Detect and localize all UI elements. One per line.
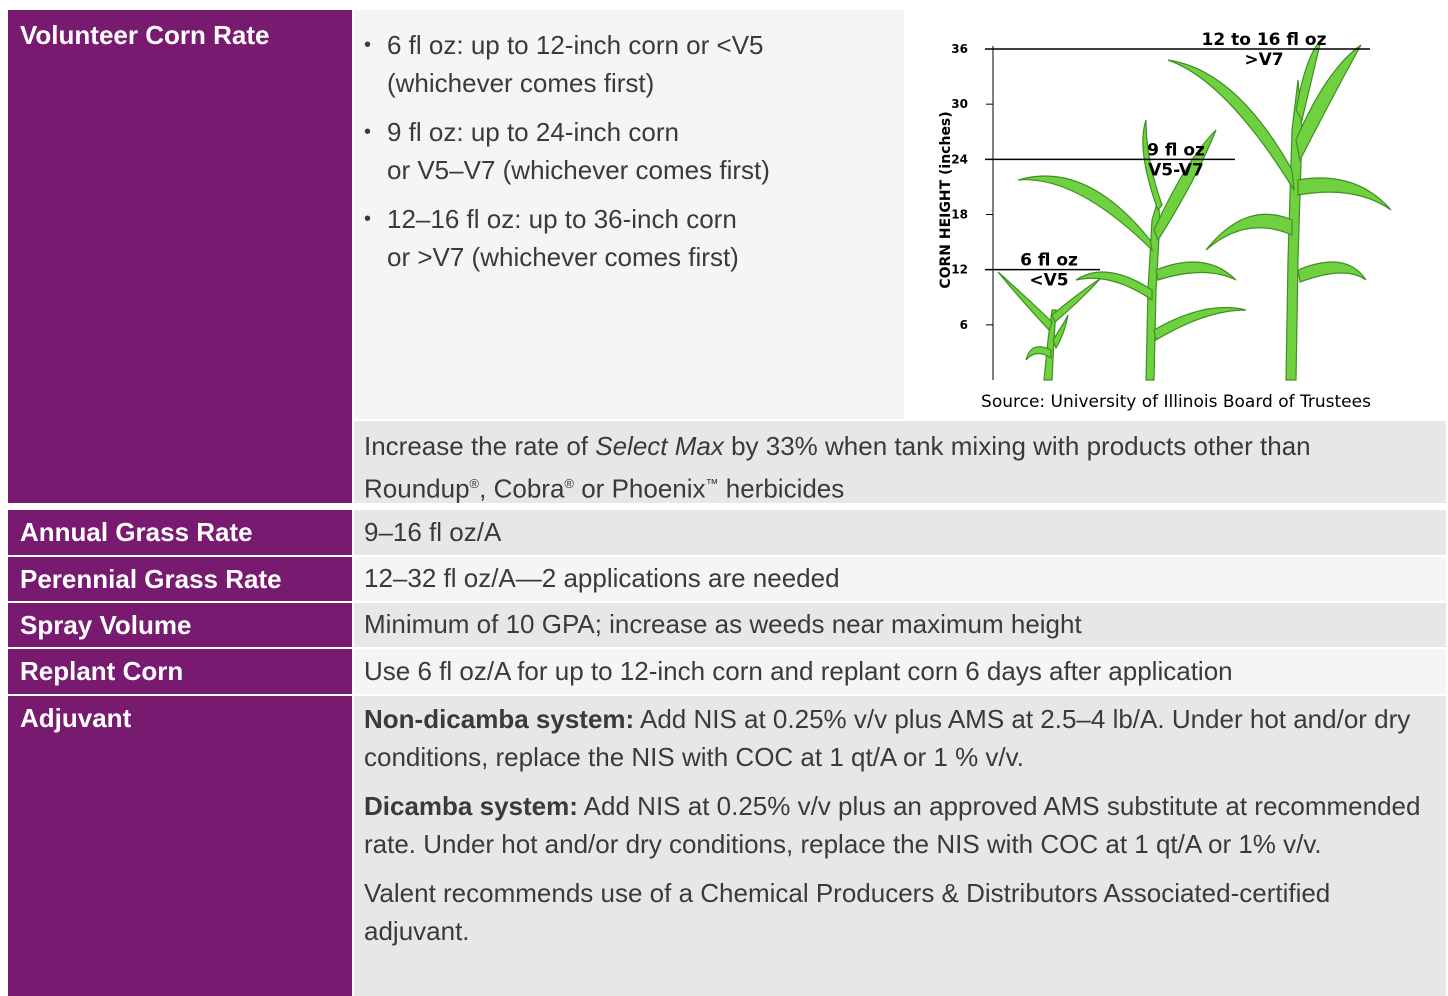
paragraph-lead: Dicamba system:	[364, 791, 578, 821]
paragraph: Non-dicamba system: Add NIS at 0.25% v/v…	[364, 700, 1426, 776]
note-text: or Phoenix	[574, 474, 706, 504]
annotation-label: 12 to 16 fl oz	[1202, 30, 1327, 50]
annotation-label: 6 fl oz	[1020, 251, 1078, 271]
bullet-line: or V5–V7 (whichever comes first)	[387, 151, 894, 189]
row-label: Volunteer Corn Rate	[8, 10, 352, 503]
page: Volunteer Corn Rate 6 fl oz: up to 12-in…	[0, 0, 1448, 988]
bullet-line: or >V7 (whichever comes first)	[387, 238, 894, 276]
trademark: ®	[564, 476, 574, 491]
row-value: Use 6 fl oz/A for up to 12-inch corn and…	[354, 649, 1446, 694]
row-value: 12–32 fl oz/A—2 applications are needed	[354, 557, 1446, 601]
paragraph: Valent recommends use of a Chemical Prod…	[364, 874, 1426, 950]
corn-illustration	[998, 40, 1391, 380]
paragraph-lead: Non-dicamba system:	[364, 704, 634, 734]
row-label: Perennial Grass Rate	[8, 557, 352, 601]
figure-source: Source: University of Illinois Board of …	[981, 392, 1371, 412]
note-text: Increase the rate of	[364, 431, 595, 461]
y-tick-label: 6	[960, 318, 968, 332]
bullet-cell: 6 fl oz: up to 12-inch corn or <V5(which…	[354, 10, 904, 419]
y-tick-label: 12	[951, 263, 968, 277]
bullet-line: (whichever comes first)	[387, 64, 894, 102]
paragraph: Dicamba system: Add NIS at 0.25% v/v plu…	[364, 787, 1426, 863]
paragraph-text: Valent recommends use of a Chemical Prod…	[364, 878, 1330, 946]
trademark: ™	[706, 476, 719, 491]
trademark: ®	[470, 476, 480, 491]
bullet: 6 fl oz: up to 12-inch corn or <V5(which…	[364, 26, 894, 102]
row-label: Replant Corn	[8, 649, 352, 694]
row-value: Non-dicamba system: Add NIS at 0.25% v/v…	[354, 696, 1446, 996]
note-cell: Increase the rate of Select Max by 33% w…	[354, 421, 1446, 503]
y-tick-label: 18	[951, 208, 968, 222]
row-value: 9–16 fl oz/A	[354, 510, 1446, 555]
product-name: Select Max	[595, 431, 724, 461]
row-label: Annual Grass Rate	[8, 510, 352, 555]
row-value: Minimum of 10 GPA; increase as weeds nea…	[354, 603, 1446, 647]
y-tick-label: 36	[951, 42, 968, 56]
bullet-line: 12–16 fl oz: up to 36-inch corn	[387, 200, 894, 238]
bullet-line: 6 fl oz: up to 12-inch corn or <V5	[387, 26, 894, 64]
annotation-label: 9 fl oz	[1147, 140, 1205, 160]
row-label: Adjuvant	[8, 696, 352, 996]
annotation-label: <V5	[1029, 271, 1068, 291]
note-text: herbicides	[719, 474, 845, 504]
y-tick-label: 24	[951, 152, 968, 166]
row-label: Spray Volume	[8, 603, 352, 647]
y-tick-label: 30	[951, 97, 968, 111]
bullet-line: 9 fl oz: up to 24-inch corn	[387, 113, 894, 151]
annotation-label: >V7	[1244, 50, 1283, 70]
figure-cell: CORN HEIGHT (inches) Source: University …	[906, 10, 1446, 419]
note-text: , Cobra	[479, 474, 564, 504]
corn-height-figure: CORN HEIGHT (inches) Source: University …	[906, 10, 1446, 419]
annotation-label: V5-V7	[1148, 160, 1204, 180]
